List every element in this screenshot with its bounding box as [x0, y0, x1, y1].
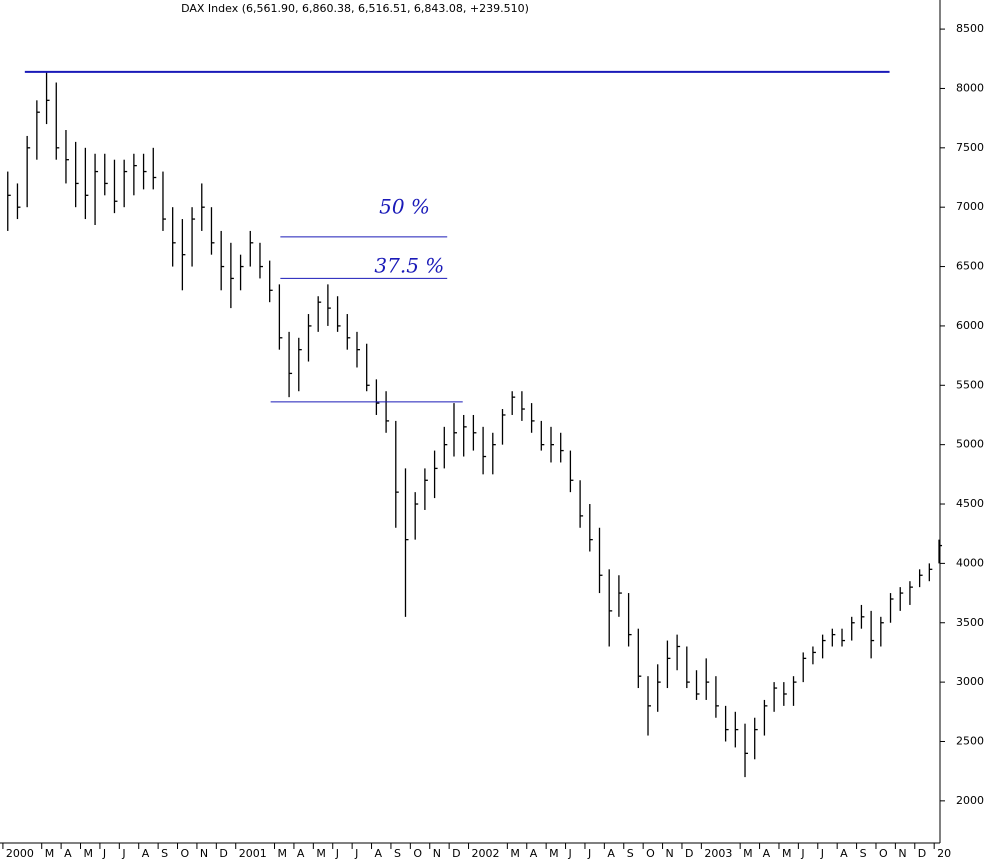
y-tick-label: 7000	[956, 200, 984, 213]
x-tick-label: M	[510, 847, 520, 860]
y-tick-label: 8500	[956, 22, 984, 35]
y-tick-label: 3500	[956, 616, 984, 629]
x-tick-label: D	[685, 847, 693, 860]
x-tick-label: 2000	[6, 847, 34, 860]
x-tick-label: A	[840, 847, 848, 860]
y-tick-label: 5500	[956, 378, 984, 391]
x-tick-label: J	[800, 847, 804, 860]
x-tick-label: M	[45, 847, 55, 860]
x-tick-label: N	[433, 847, 441, 860]
x-tick-label: M	[743, 847, 753, 860]
x-tick-label: D	[219, 847, 227, 860]
x-tick-label: S	[860, 847, 867, 860]
x-tick-label: J	[354, 847, 358, 860]
y-tick-label: 4500	[956, 497, 984, 510]
x-tick-label: A	[607, 847, 615, 860]
x-tick-label: 20	[937, 847, 951, 860]
x-tick-label: M	[782, 847, 792, 860]
y-tick-label: 7500	[956, 141, 984, 154]
x-tick-label: O	[413, 847, 422, 860]
x-tick-label: 2001	[239, 847, 267, 860]
y-tick-label: 4000	[956, 556, 984, 569]
x-tick-label: A	[64, 847, 72, 860]
x-tick-label: O	[879, 847, 888, 860]
y-tick-label: 6000	[956, 319, 984, 332]
x-tick-label: M	[84, 847, 94, 860]
x-tick-label: M	[316, 847, 326, 860]
x-tick-label: N	[898, 847, 906, 860]
x-tick-label: J	[568, 847, 572, 860]
x-tick-label: S	[161, 847, 168, 860]
x-tick-label: M	[549, 847, 559, 860]
x-tick-label: S	[394, 847, 401, 860]
y-tick-label: 2500	[956, 734, 984, 747]
annotation: 50 %	[379, 194, 430, 218]
y-tick-label: 3000	[956, 675, 984, 688]
x-tick-label: J	[820, 847, 824, 860]
x-tick-label: D	[918, 847, 926, 860]
x-tick-label: J	[102, 847, 106, 860]
annotation: 37.5 %	[374, 253, 444, 277]
x-tick-label: J	[335, 847, 339, 860]
x-tick-label: A	[375, 847, 383, 860]
x-tick-label: J	[587, 847, 591, 860]
x-tick-label: N	[666, 847, 674, 860]
y-tick-label: 5000	[956, 438, 984, 451]
x-tick-label: A	[530, 847, 538, 860]
y-tick-label: 6500	[956, 260, 984, 273]
x-tick-label: J	[121, 847, 125, 860]
x-tick-label: A	[763, 847, 771, 860]
x-tick-label: O	[181, 847, 190, 860]
x-tick-label: S	[627, 847, 634, 860]
x-tick-label: 2003	[704, 847, 732, 860]
y-tick-label: 2000	[956, 794, 984, 807]
chart-title: DAX Index (6,561.90, 6,860.38, 6,516.51,…	[181, 2, 529, 15]
y-tick-label: 8000	[956, 81, 984, 94]
x-tick-label: A	[142, 847, 150, 860]
x-tick-label: O	[646, 847, 655, 860]
x-tick-label: D	[452, 847, 460, 860]
x-tick-label: N	[200, 847, 208, 860]
x-tick-label: M	[278, 847, 288, 860]
x-tick-label: 2002	[472, 847, 500, 860]
x-tick-label: A	[297, 847, 305, 860]
